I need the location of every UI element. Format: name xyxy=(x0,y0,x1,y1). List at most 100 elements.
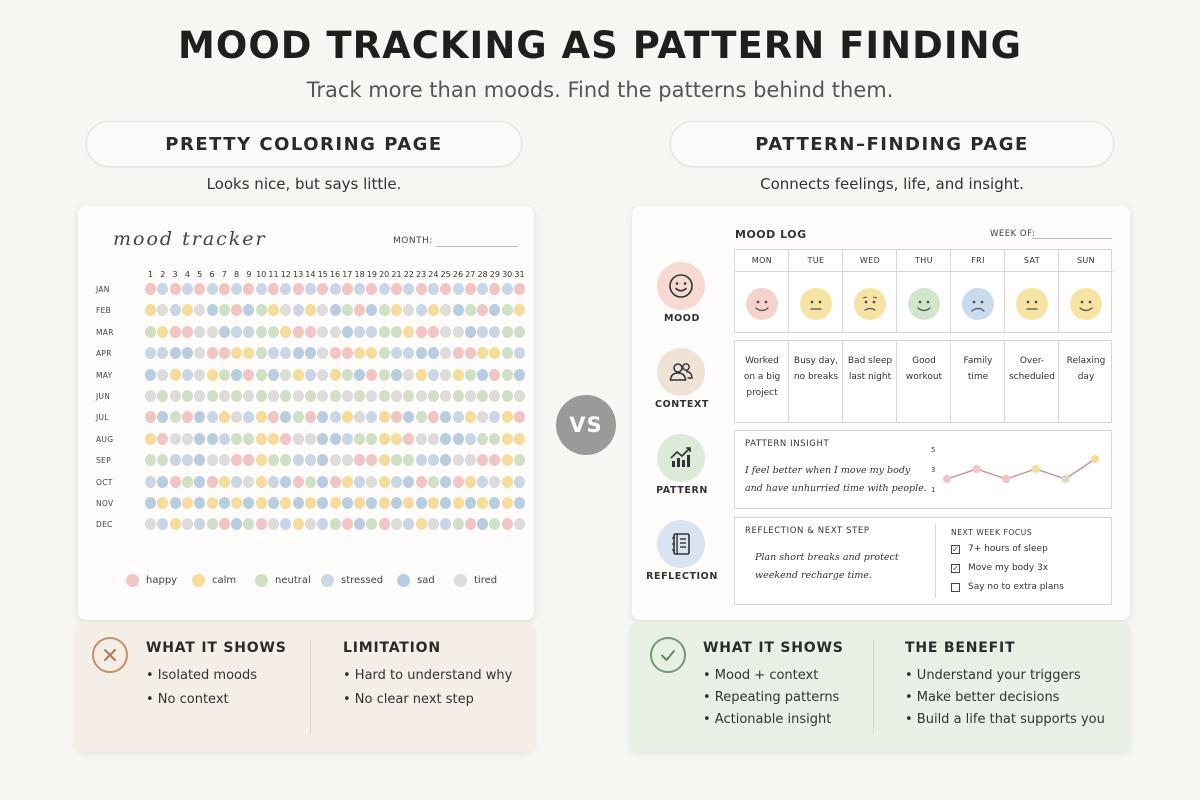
mood-dot xyxy=(231,368,243,381)
mood-dot xyxy=(292,432,304,445)
legend-swatch xyxy=(397,574,410,587)
legend-item-sad: sad xyxy=(397,574,435,587)
mood-dot xyxy=(329,304,341,317)
mood-dot xyxy=(329,325,341,338)
legend-label: calm xyxy=(212,575,237,586)
insight-line-1: I feel better when I move my body xyxy=(745,465,911,476)
mood-dot xyxy=(181,497,193,509)
day-header-sat: SAT xyxy=(1005,250,1059,272)
mood-dot xyxy=(218,475,230,488)
context-line: day xyxy=(1077,372,1095,382)
mood-dot xyxy=(329,390,341,402)
insight-heading: PATTERN INSIGHT xyxy=(745,439,830,449)
mood-dot xyxy=(415,283,427,295)
mood-dot xyxy=(378,475,390,488)
mood-dot xyxy=(157,518,169,531)
mood-dot xyxy=(477,368,489,381)
mood-dot xyxy=(341,347,353,360)
mood-dot xyxy=(206,304,218,317)
mood-dot xyxy=(341,454,353,467)
context-line: project xyxy=(746,388,778,398)
month-label: MAR xyxy=(96,327,114,337)
mood-dot xyxy=(514,390,525,402)
mood-dot xyxy=(378,518,390,531)
y-tick-label: 5 xyxy=(931,446,935,454)
mood-dot xyxy=(427,432,439,445)
month-label: FEB xyxy=(96,306,112,316)
mood-dot xyxy=(169,475,181,488)
mood-dot xyxy=(304,390,316,402)
left-caption: Looks nice, but says little. xyxy=(206,175,402,193)
y-tick-label: 1 xyxy=(931,486,935,494)
mood-dot xyxy=(341,304,353,317)
day-number: 2 xyxy=(160,270,166,279)
mood-dot xyxy=(440,368,452,381)
mood-dot xyxy=(292,475,304,488)
mood-dot xyxy=(243,497,255,509)
mood-dot xyxy=(255,325,267,338)
legend-item-happy: happy xyxy=(126,574,177,587)
mood-dot xyxy=(231,432,243,445)
day-number: 29 xyxy=(489,270,500,279)
mood-dot xyxy=(501,390,513,402)
mood-dot xyxy=(514,432,525,445)
mood-dot xyxy=(268,497,279,509)
mood-dot xyxy=(206,325,218,338)
mood-dot xyxy=(440,497,452,509)
day-header-sun: SUN xyxy=(1059,250,1113,272)
left-shows-heading: WHAT IT SHOWS xyxy=(146,640,287,656)
mood-dot xyxy=(514,368,525,381)
mood-dot xyxy=(403,454,415,467)
mood-dot xyxy=(169,432,181,445)
context-line: Family xyxy=(963,356,993,366)
mood-dot xyxy=(317,368,329,381)
mood-dot xyxy=(255,347,267,360)
benefit-heading: THE BENEFIT xyxy=(905,640,1016,656)
mood-dot xyxy=(514,325,525,338)
mood-dot xyxy=(169,304,181,317)
week-of-label: WEEK OF: xyxy=(990,229,1036,239)
mood-dot xyxy=(280,497,292,509)
mood-dot xyxy=(366,497,378,509)
day-header-wed: WED xyxy=(843,250,897,272)
mood-dot xyxy=(366,454,378,467)
left-summary-panel: WHAT IT SHOWS • Isolated moods • No cont… xyxy=(76,622,534,752)
mood-dot xyxy=(255,454,267,467)
mood-dot xyxy=(231,390,243,402)
day-number: 12 xyxy=(280,270,291,279)
mood-dot xyxy=(464,390,476,402)
day-number: 25 xyxy=(440,270,451,279)
week-line xyxy=(1032,238,1112,239)
mood-dot xyxy=(477,454,489,467)
mood-dot xyxy=(415,304,427,317)
mood-dot xyxy=(243,304,255,317)
context-line: time xyxy=(967,372,989,382)
mood-icon xyxy=(657,262,705,310)
mood-dot xyxy=(268,390,279,402)
context-cell: Over-scheduled xyxy=(1005,353,1059,385)
month-label: SEP xyxy=(96,456,111,466)
mood-col-divider xyxy=(950,250,951,332)
mood-dot xyxy=(366,475,378,488)
mood-dot xyxy=(501,454,513,467)
mood-dot xyxy=(231,454,243,467)
day-number: 18 xyxy=(354,270,365,279)
mood-dot xyxy=(501,304,513,317)
right-caption: Connects feelings, life, and insight. xyxy=(760,175,1024,193)
mood-dot xyxy=(464,368,476,381)
mood-dot xyxy=(243,390,255,402)
mood-dot xyxy=(169,325,181,338)
focus-item-label: 7+ hours of sleep xyxy=(968,544,1048,554)
mood-dot xyxy=(194,390,206,402)
mood-dot xyxy=(452,497,464,509)
empty-box-icon xyxy=(951,582,960,592)
mood-dot xyxy=(477,497,489,509)
mood-dot xyxy=(268,432,279,445)
legend-swatch xyxy=(321,574,334,587)
mood-dot xyxy=(391,432,402,445)
legend-item-neutral: neutral xyxy=(255,574,311,587)
page-subtitle: Track more than moods. Find the patterns… xyxy=(306,78,894,102)
mood-dot xyxy=(218,390,230,402)
mood-dot xyxy=(231,325,243,338)
context-col-divider xyxy=(896,341,897,422)
